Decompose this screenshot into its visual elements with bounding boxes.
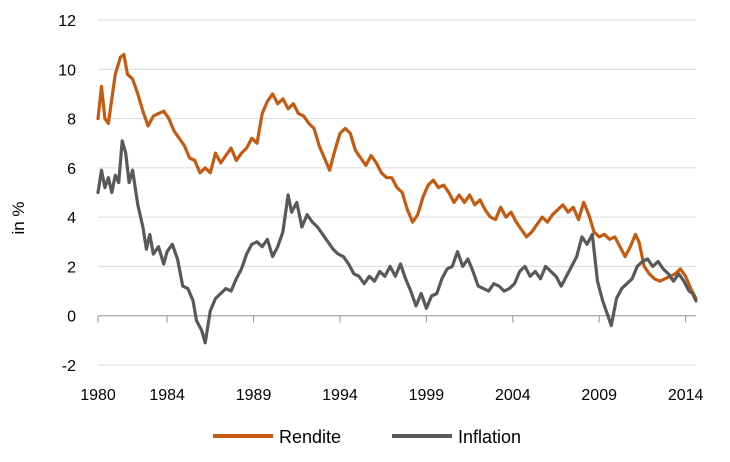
- x-axis: [97, 315, 696, 323]
- x-axis-ticks: 1980 1984 1989 1994 1999 2004 2009 2014: [80, 387, 703, 404]
- x-tick-label: 1994: [322, 387, 358, 404]
- y-tick-label: 10: [58, 62, 76, 79]
- x-tick-label: 2009: [581, 387, 617, 404]
- y-tick-label: 8: [67, 112, 76, 129]
- y-tick-label: -2: [62, 358, 76, 375]
- legend-label-rendite: Rendite: [279, 427, 341, 447]
- x-tick-label: 1999: [409, 387, 445, 404]
- y-axis-label: in %: [9, 201, 28, 234]
- x-tick-label: 1980: [80, 387, 116, 404]
- y-tick-label: 0: [67, 309, 76, 326]
- y-tick-label: 4: [67, 210, 76, 227]
- x-tick-label: 1984: [149, 387, 185, 404]
- y-tick-label: 2: [67, 259, 76, 276]
- x-tick-label: 2004: [495, 387, 531, 404]
- legend: Rendite Inflation: [213, 427, 521, 447]
- series-line-inflation: [96, 139, 698, 345]
- legend-label-inflation: Inflation: [458, 427, 521, 447]
- x-tick-label: 1989: [236, 387, 272, 404]
- series-line-rendite: [96, 52, 698, 301]
- series-lines: [96, 52, 698, 345]
- y-tick-label: 6: [67, 161, 76, 178]
- x-tick-label: 2014: [668, 387, 704, 404]
- y-axis-ticks: -2 0 2 4 6 8 10 12: [58, 13, 76, 375]
- y-tick-label: 12: [58, 13, 76, 30]
